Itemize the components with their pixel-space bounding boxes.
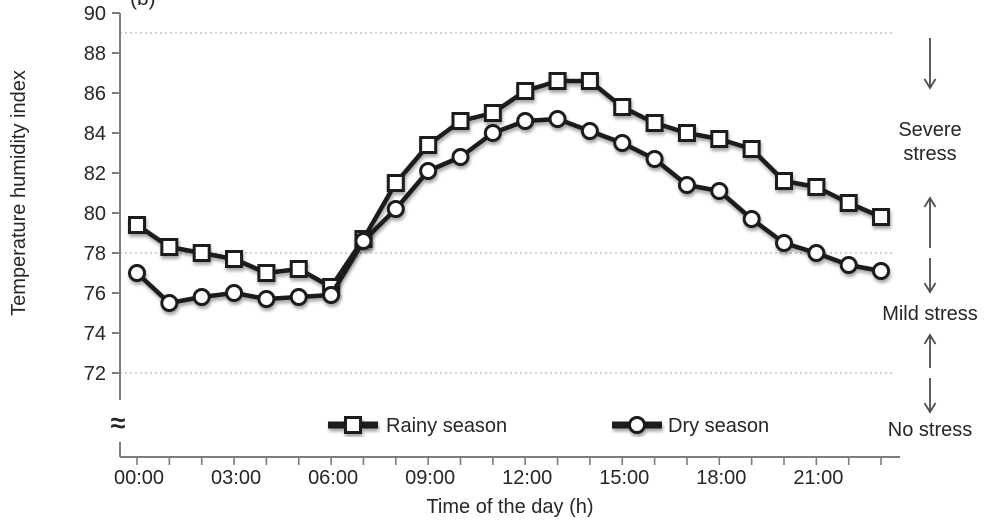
legend-marker-group [612,416,662,434]
x-tick-label-15:00: 15:00 [599,467,649,489]
series-marker-dry-season [872,262,891,280]
x-tick-label-12:00: 12:00 [502,467,552,489]
series-marker-rainy-season [386,174,405,192]
series-marker-dry-season [710,182,729,200]
down-arrow-icon-head [923,402,937,414]
y-tick-label-72: 72 [84,363,106,385]
y-tick-label-76: 76 [84,283,106,305]
x-tick-label-21:00: 21:00 [793,467,843,489]
series-marker-dry-season [289,288,308,306]
series-marker-dry-season [322,286,341,304]
up-arrow-icon-head [923,333,937,345]
legend-marker-group [328,416,378,434]
series-marker-dry-season [775,234,793,252]
series-marker-rainy-season [710,130,729,148]
series-marker-dry-season [839,256,858,274]
panel-label: (b) [130,0,156,10]
series-marker-rainy-season [160,238,179,256]
series-marker-dry-season [160,294,179,312]
series-marker-dry-season [354,232,373,250]
series-marker-rainy-season [548,72,567,90]
series-marker-rainy-season [419,136,438,154]
series-marker-dry-season [419,162,438,180]
up-arrow-icon-head [923,196,937,208]
series-marker-dry-season [451,148,470,166]
series-marker-rainy-season [451,112,470,130]
series-marker-dry-season [580,122,599,140]
series-line-dry-season [135,116,882,306]
series-marker-rainy-season [192,244,211,262]
series-marker-rainy-season [742,140,761,158]
y-tick-label-80: 80 [84,203,106,225]
axis-break-symbol: ≈ [111,408,126,438]
legend-label-rainy-season: Rainy season [386,415,507,437]
series-marker-rainy-season [807,178,826,196]
series-marker-rainy-season [289,260,308,278]
series-marker-rainy-season [872,208,891,226]
x-tick-label-18:00: 18:00 [696,467,746,489]
x-tick-label-00:00: 00:00 [114,467,164,489]
x-axis-title: Time of the day (h) [426,496,593,518]
series-marker-dry-season [386,200,405,218]
series-marker-rainy-season [516,82,535,100]
y-tick-label-74: 74 [84,323,106,345]
series-marker-rainy-season [580,72,599,90]
series-dry-season [128,110,891,312]
series-layer [128,72,891,312]
legend-label-dry-season: Dry season [668,415,769,437]
down-arrow-icon-head [923,78,937,90]
series-marker-rainy-season [483,104,502,122]
series-marker-dry-season [192,288,211,306]
stress-zone-no-stress: No stress [888,378,972,441]
series-rainy-season [128,72,891,296]
zone-label-no-stress: No stress [888,419,972,441]
series-marker-dry-season [128,264,146,282]
legend: Rainy season Dry season [328,415,769,437]
legend-square-marker [344,416,362,434]
y-tick-label-90: 90 [84,3,106,25]
x-tick-label-06:00: 06:00 [308,467,358,489]
zone-label-severe-stress: stress [903,143,956,165]
y-axis-title: Temperature humidity index [8,70,30,316]
reference-lines-layer [120,32,895,374]
x-tick-label-03:00: 03:00 [211,467,261,489]
zone-label-mild-stress: Mild stress [882,303,978,325]
series-line-rainy-season [135,78,882,290]
axes-layer: ≈72 74 76 78 80 82 84 86 88 90 00:00 03:00 06:00 09:0… [84,3,900,489]
y-tick-label-82: 82 [84,163,106,185]
down-arrow-icon-head [923,282,937,294]
series-marker-rainy-season [225,250,244,268]
series-marker-dry-season [225,284,244,302]
series-marker-dry-season [483,124,502,142]
y-tick-label-78: 78 [84,243,106,265]
series-marker-rainy-season [645,114,664,132]
series-marker-dry-season [257,290,276,308]
zone-label-severe-stress: Severe [898,119,961,141]
y-tick-label-88: 88 [84,43,106,65]
series-marker-dry-season [807,244,826,262]
series-marker-dry-season [677,176,696,194]
series-marker-rainy-season [677,124,696,142]
series-marker-rainy-season [839,194,858,212]
series-marker-rainy-season [128,216,146,234]
series-marker-rainy-season [613,98,632,116]
series-marker-dry-season [742,210,761,228]
stress-zone-mild-stress: Mild stress [882,258,978,368]
legend-circle-marker [628,416,646,434]
series-marker-rainy-season [775,172,793,190]
y-tick-label-84: 84 [84,123,106,145]
series-marker-rainy-season [257,264,276,282]
series-marker-dry-season [548,110,567,128]
y-tick-label-86: 86 [84,83,106,105]
legend-item-rainy-season: Rainy season [328,415,507,437]
legend-item-dry-season: Dry season [612,415,769,437]
x-tick-label-09:00: 09:00 [405,467,455,489]
series-marker-dry-season [516,112,535,130]
series-marker-dry-season [613,134,632,152]
series-marker-dry-season [645,150,664,168]
